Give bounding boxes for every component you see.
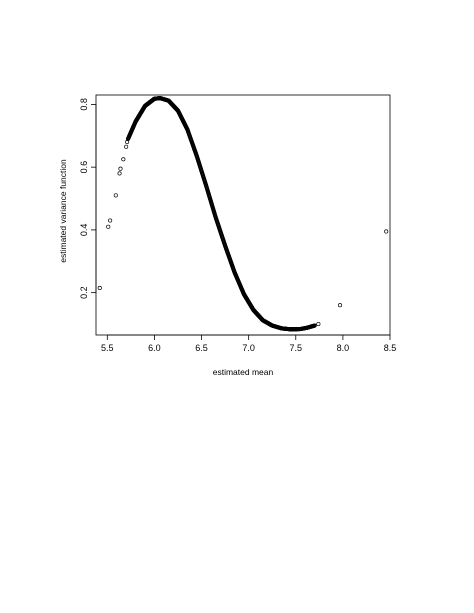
data-point-10 (338, 303, 343, 308)
y-tick-label-2: 0.6 (79, 161, 89, 174)
data-point-11 (384, 229, 389, 234)
data-point-6 (121, 157, 126, 162)
data-point-7 (124, 144, 129, 149)
x-tick-label-2: 6.5 (195, 343, 208, 353)
x-axis: 5.5 6.0 6.5 7.0 7.5 8.0 8.5 (101, 334, 397, 353)
x-tick-label-1: 6.0 (148, 343, 161, 353)
curve-point-700 (312, 323, 317, 328)
y-axis: 0.2 0.4 0.6 0.8 (79, 98, 97, 299)
y-tick-label-3: 0.8 (79, 98, 89, 111)
data-point-9 (316, 321, 321, 327)
data-point-1 (106, 224, 111, 229)
y-tick-label-0: 0.2 (79, 286, 89, 299)
x-tick-label-4: 7.5 (290, 343, 303, 353)
x-tick-label-6: 8.5 (384, 343, 397, 353)
plot-frame (95, 94, 391, 336)
x-tick-label-3: 7.0 (242, 343, 255, 353)
data-point-5 (118, 166, 123, 171)
data-point-0 (97, 285, 102, 290)
data-point-4 (117, 171, 122, 176)
data-point-2 (108, 218, 113, 223)
x-axis-label: estimated mean (213, 367, 274, 377)
data-point-3 (113, 193, 118, 198)
y-tick-label-1: 0.4 (79, 224, 89, 237)
x-tick-label-0: 5.5 (101, 343, 114, 353)
x-tick-label-5: 8.0 (337, 343, 350, 353)
data-points (97, 96, 389, 332)
y-axis-label: estimated variance function (58, 159, 68, 263)
